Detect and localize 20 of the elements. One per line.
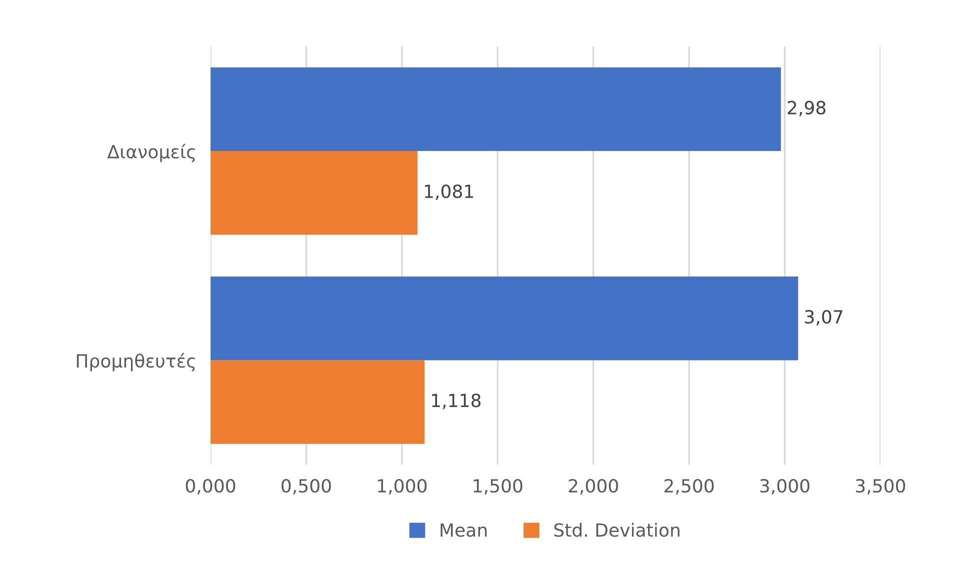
- bar: [210, 151, 418, 235]
- x-tick-label: 2,000: [568, 479, 618, 495]
- y-tick-label: Προμηθευτές: [76, 353, 195, 372]
- data-label: 1,081: [424, 184, 474, 200]
- x-tick-label: 1,000: [378, 479, 427, 495]
- bar: [210, 360, 425, 444]
- x-tick-label: 0,000: [186, 479, 236, 495]
- x-tick-label: 1,500: [474, 479, 522, 495]
- bar: [210, 276, 798, 360]
- legend-label: Std. Deviation: [554, 522, 680, 537]
- data-label: 1,118: [432, 394, 481, 410]
- x-tick-label: 3,000: [760, 479, 810, 495]
- legend-label: Mean: [440, 523, 487, 537]
- data-label: 2,98: [788, 100, 826, 116]
- x-tick-label: 3,500: [856, 479, 906, 495]
- bar: [210, 67, 781, 152]
- y-tick-label: Διανομείς: [107, 144, 195, 162]
- x-tick-label: 2,500: [664, 479, 714, 495]
- data-label: 3,07: [805, 310, 842, 326]
- x-tick-label: 0,500: [282, 479, 331, 495]
